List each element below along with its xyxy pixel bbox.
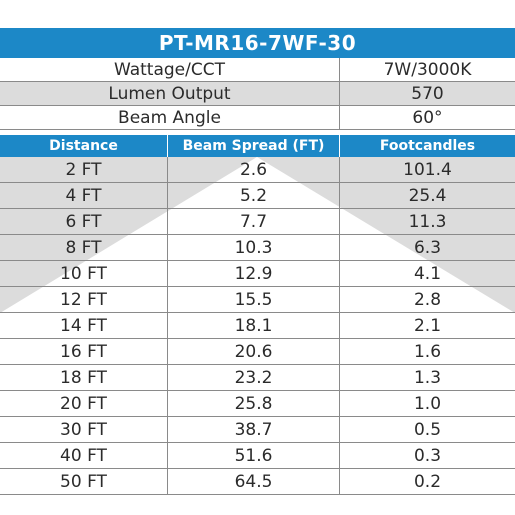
table-row: 40 FT 51.6 0.3 <box>0 443 515 469</box>
footcandles-cell: 0.5 <box>413 419 442 440</box>
table-row: 16 FT 20.6 1.6 <box>0 339 515 365</box>
table-row: 30 FT 38.7 0.5 <box>0 417 515 443</box>
spec-label: Lumen Output <box>0 82 340 105</box>
beam-spread-cell: 38.7 <box>168 417 340 442</box>
spec-value: 570 <box>411 83 444 104</box>
distance-cell: 50 FT <box>0 469 168 494</box>
beam-spread-cell: 25.8 <box>168 391 340 416</box>
footcandles-cell: 4.1 <box>413 263 442 284</box>
spec-value: 60° <box>412 107 443 128</box>
footcandles-cell: 0.2 <box>413 471 442 492</box>
distance-cell: 40 FT <box>0 443 168 468</box>
column-header-footcandles: Footcandles <box>379 138 476 154</box>
spec-label: Wattage/CCT <box>0 58 340 81</box>
beam-spread-cell: 12.9 <box>168 261 340 286</box>
distance-cell: 8 FT <box>0 235 168 260</box>
table-row: 20 FT 25.8 1.0 <box>0 391 515 417</box>
column-header-row: Distance Beam Spread (FT) Footcandles <box>0 135 515 157</box>
distance-cell: 20 FT <box>0 391 168 416</box>
beam-spread-cell: 10.3 <box>168 235 340 260</box>
footcandles-cell: 2.1 <box>413 315 442 336</box>
spec-label: Beam Angle <box>0 106 340 129</box>
spec-row-wattage: Wattage/CCT 7W/3000K <box>0 58 515 82</box>
footcandles-cell: 2.8 <box>413 289 442 310</box>
table-row: 6 FT 7.7 11.3 <box>0 209 515 235</box>
beam-cone-shading <box>0 157 515 313</box>
footcandles-cell: 11.3 <box>408 211 447 232</box>
beam-spread-cell: 7.7 <box>168 209 340 234</box>
table-row: 4 FT 5.2 25.4 <box>0 183 515 209</box>
footcandles-cell: 1.3 <box>413 367 442 388</box>
beam-spread-cell: 15.5 <box>168 287 340 312</box>
spec-row-lumen: Lumen Output 570 <box>0 82 515 106</box>
beam-spread-cell: 64.5 <box>168 469 340 494</box>
distance-cell: 6 FT <box>0 209 168 234</box>
distance-cell: 18 FT <box>0 365 168 390</box>
table-row: 10 FT 12.9 4.1 <box>0 261 515 287</box>
distance-cell: 14 FT <box>0 313 168 338</box>
table-row: 2 FT 2.6 101.4 <box>0 157 515 183</box>
table-row: 8 FT 10.3 6.3 <box>0 235 515 261</box>
footcandles-cell: 1.6 <box>413 341 442 362</box>
product-title: PT-MR16-7WF-30 <box>0 28 515 58</box>
distance-cell: 10 FT <box>0 261 168 286</box>
distance-cell: 4 FT <box>0 183 168 208</box>
footcandles-cell: 1.0 <box>413 393 442 414</box>
beam-spread-cell: 51.6 <box>168 443 340 468</box>
distance-cell: 30 FT <box>0 417 168 442</box>
table-body: 2 FT 2.6 101.4 4 FT 5.2 25.4 6 FT 7.7 11.3 8 FT 10… <box>0 157 515 495</box>
beam-spread-cell: 2.6 <box>168 157 340 182</box>
footcandles-cell: 25.4 <box>408 185 447 206</box>
beam-spread-cell: 23.2 <box>168 365 340 390</box>
spec-row-beam-angle: Beam Angle 60° <box>0 106 515 130</box>
table-row: 14 FT 18.1 2.1 <box>0 313 515 339</box>
distance-cell: 16 FT <box>0 339 168 364</box>
beam-spread-cell: 20.6 <box>168 339 340 364</box>
column-header-distance: Distance <box>0 135 168 157</box>
distance-cell: 2 FT <box>0 157 168 182</box>
column-header-beam-spread: Beam Spread (FT) <box>168 135 340 157</box>
spec-value: 7W/3000K <box>383 59 472 80</box>
distance-cell: 12 FT <box>0 287 168 312</box>
beam-spread-cell: 18.1 <box>168 313 340 338</box>
table-row: 12 FT 15.5 2.8 <box>0 287 515 313</box>
beam-cone-graphic <box>0 157 515 313</box>
footcandles-cell: 101.4 <box>403 159 452 180</box>
spec-table: Wattage/CCT 7W/3000K Lumen Output 570 Be… <box>0 58 515 130</box>
footcandles-cell: 0.3 <box>413 445 442 466</box>
table-row: 50 FT 64.5 0.2 <box>0 469 515 495</box>
beam-spread-cell: 5.2 <box>168 183 340 208</box>
footcandles-cell: 6.3 <box>413 237 442 258</box>
photometric-table: 2 FT 2.6 101.4 4 FT 5.2 25.4 6 FT 7.7 11.3 8 FT 10… <box>0 157 515 495</box>
table-row: 18 FT 23.2 1.3 <box>0 365 515 391</box>
